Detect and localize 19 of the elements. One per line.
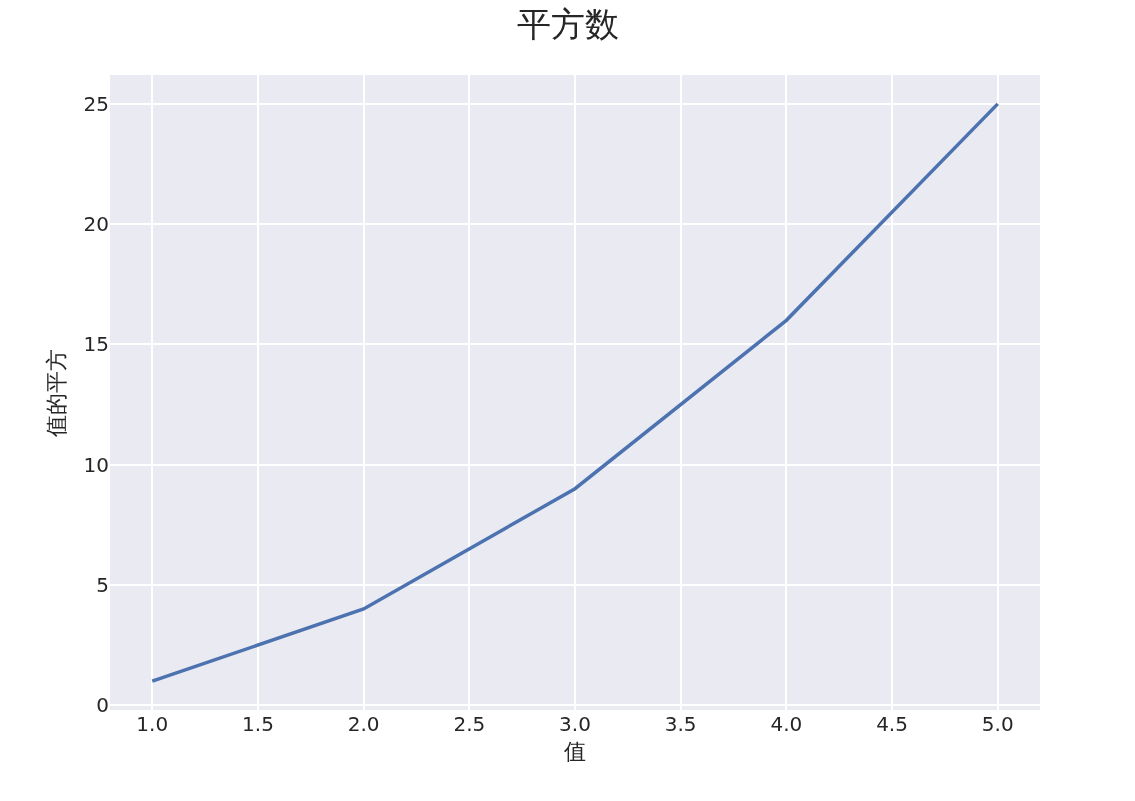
x-tick-label: 2.0 <box>347 712 380 736</box>
y-axis-title: 值的平方 <box>44 348 70 437</box>
y-tick-label: 15 <box>83 332 109 357</box>
x-tick-label: 4.0 <box>770 712 803 736</box>
x-tick-label: 1.5 <box>242 712 274 736</box>
y-tick-label: 0 <box>96 693 109 718</box>
x-axis-title: 值 <box>564 738 586 764</box>
y-tick-label: 10 <box>83 452 109 477</box>
x-tick-label: 1.0 <box>136 712 169 736</box>
y-tick-label: 5 <box>96 572 109 597</box>
chart-title: 平方数 <box>516 3 619 44</box>
x-tick-label: 3.5 <box>664 712 697 736</box>
x-tick-label: 3.0 <box>559 712 591 736</box>
x-tick-label: 4.5 <box>876 712 908 736</box>
line-series <box>150 102 1000 683</box>
y-tick-label: 20 <box>83 212 109 237</box>
x-tick-label: 2.5 <box>453 712 486 736</box>
y-tick-label: 25 <box>83 91 109 116</box>
x-tick-label: 5.0 <box>981 712 1014 736</box>
